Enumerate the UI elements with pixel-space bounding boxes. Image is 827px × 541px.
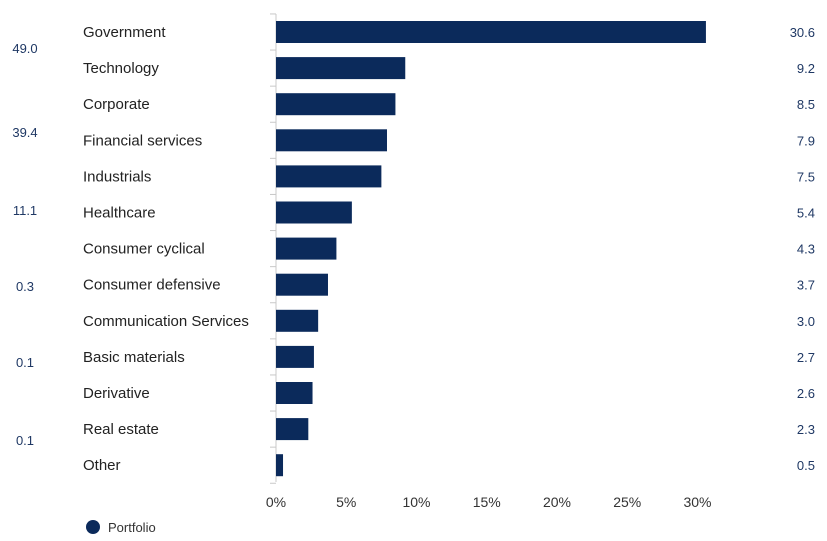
category-label-consumer-cyclical: Consumer cyclical: [83, 241, 205, 258]
value-label-technology: 9.2: [797, 61, 815, 76]
value-label-derivative: 2.6: [797, 386, 815, 401]
bar-derivative: [276, 382, 313, 404]
bar-consumer-cyclical: [276, 237, 337, 260]
value-label-healthcare: 5.4: [797, 206, 815, 221]
bar-communication-services: [276, 309, 319, 332]
value-label-financial-services: 7.9: [797, 133, 815, 148]
value-label-basic-materials: 2.7: [797, 350, 815, 365]
left-value-1: 39.4: [12, 125, 37, 140]
bar-healthcare: [276, 201, 352, 224]
bar-corporate: [276, 93, 396, 116]
bar-technology: [276, 57, 406, 80]
category-label-real-estate: Real estate: [83, 421, 159, 438]
legend: Portfolio: [86, 520, 156, 535]
x-tick-label-6: 30%: [683, 494, 711, 510]
y-axis: [270, 13, 277, 484]
bar-industrials: [276, 165, 382, 188]
category-label-government: Government: [83, 24, 166, 41]
left-value-0: 49.0: [12, 41, 37, 56]
value-label-other: 0.5: [797, 458, 815, 473]
left-value-2: 11.1: [13, 203, 37, 218]
value-label-consumer-defensive: 3.7: [797, 278, 815, 293]
category-labels: Government Technology Corporate Financial s…: [83, 24, 249, 474]
left-value-4: 0.1: [16, 355, 34, 370]
value-label-corporate: 8.5: [797, 97, 815, 112]
left-side-values: 49.0 39.4 11.1 0.3 0.1 0.1: [12, 41, 37, 448]
category-label-financial-services: Financial services: [83, 132, 202, 149]
category-label-industrials: Industrials: [83, 168, 151, 185]
bars: [276, 21, 706, 477]
category-label-consumer-defensive: Consumer defensive: [83, 277, 221, 294]
bar-consumer-defensive: [276, 273, 328, 296]
x-tick-label-4: 20%: [543, 494, 571, 510]
x-tick-label-3: 15%: [473, 494, 501, 510]
value-label-consumer-cyclical: 4.3: [797, 242, 815, 257]
bar-other: [276, 454, 284, 477]
x-axis-ticks: 0% 5% 10% 15% 20% 25% 30%: [266, 494, 712, 510]
bar-real-estate: [276, 418, 309, 441]
x-tick-label-0: 0%: [266, 494, 286, 510]
value-labels: 30.6 9.2 8.5 7.9 7.5 5.4 4.3 3.7 3.0 2.7 2.6 2.3 0.5: [790, 25, 815, 473]
value-label-communication-services: 3.0: [797, 314, 815, 329]
bar-financial-services: [276, 129, 387, 152]
value-label-real-estate: 2.3: [797, 422, 815, 437]
legend-marker-portfolio: [86, 520, 100, 534]
x-tick-label-1: 5%: [336, 494, 356, 510]
left-value-5: 0.1: [16, 433, 34, 448]
legend-label-portfolio: Portfolio: [108, 520, 156, 535]
value-label-government: 30.6: [790, 25, 815, 40]
bar-basic-materials: [276, 345, 314, 368]
category-label-derivative: Derivative: [83, 385, 150, 402]
x-tick-label-5: 25%: [613, 494, 641, 510]
category-label-technology: Technology: [83, 60, 159, 77]
category-label-corporate: Corporate: [83, 96, 150, 113]
category-label-healthcare: Healthcare: [83, 205, 156, 222]
x-tick-label-2: 10%: [402, 494, 430, 510]
value-label-industrials: 7.5: [797, 169, 815, 184]
category-label-communication-services: Communication Services: [83, 313, 249, 330]
category-label-other: Other: [83, 457, 121, 474]
category-label-basic-materials: Basic materials: [83, 349, 185, 366]
left-value-3: 0.3: [16, 279, 34, 294]
bar-government: [276, 21, 706, 43]
